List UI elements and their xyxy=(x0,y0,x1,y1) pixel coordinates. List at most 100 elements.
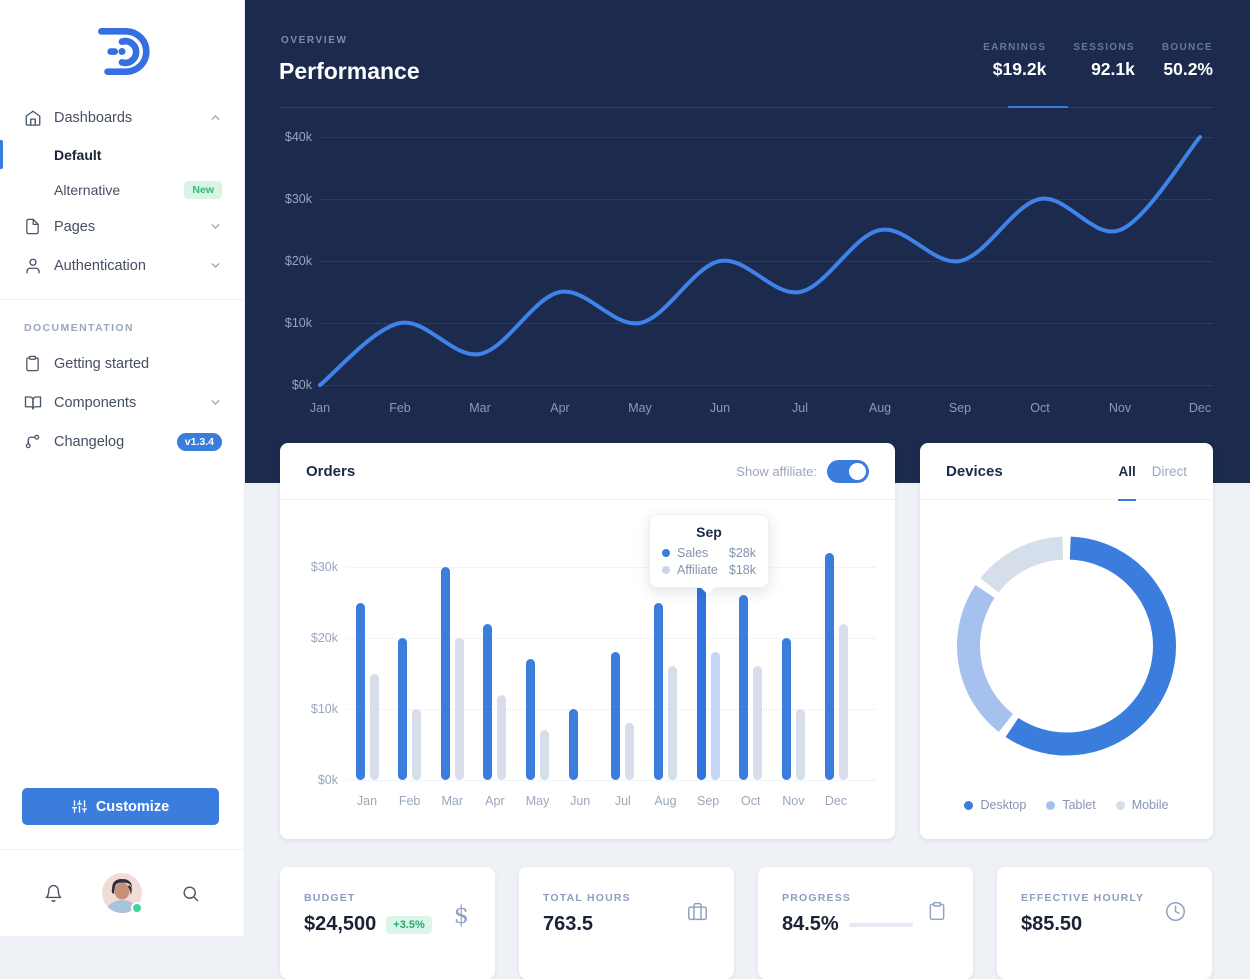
orders-bar-affiliate-nov[interactable] xyxy=(795,709,805,780)
sidebar-item-label: Dashboards xyxy=(54,109,133,126)
orders-bar-affiliate-mar[interactable] xyxy=(454,638,464,780)
page-title: Performance xyxy=(279,58,420,84)
orders-bar-sales-may[interactable] xyxy=(526,659,536,780)
orders-bar-sales-jul[interactable] xyxy=(611,652,621,780)
sliders-icon xyxy=(71,799,87,814)
legend-dot xyxy=(1115,800,1125,810)
orders-bar-sales-sep[interactable] xyxy=(696,581,706,780)
devices-card-title: Devices xyxy=(946,462,1003,480)
kpi-value: $85.50 xyxy=(1021,913,1083,935)
sidebar-footer xyxy=(0,849,244,936)
x-axis-tick-label: May xyxy=(628,401,652,415)
tooltip-series-label: Affiliate xyxy=(677,563,718,577)
kpi-label: EFFECTIVE HOURLY xyxy=(1021,892,1145,904)
bell-icon[interactable] xyxy=(44,884,63,903)
sidebar-item-label: Getting started xyxy=(54,355,150,372)
sidebar-item-label: Components xyxy=(54,394,137,411)
orders-bar-sales-apr[interactable] xyxy=(483,623,493,780)
performance-line-chart[interactable]: $0k $10k $20k $30k $40k Jan Feb Mar Apr May Jun Jul… xyxy=(280,118,1248,428)
gridline xyxy=(320,137,1213,138)
kpi-value: 84.5% xyxy=(782,913,839,935)
effective-hourly-card: EFFECTIVE HOURLY $85.50 xyxy=(997,867,1212,979)
sidebar-item-authentication[interactable]: Authentication xyxy=(0,246,244,285)
sidebar-item-changelog[interactable]: Changelog v1.3.4 xyxy=(0,422,244,461)
chart-tooltip: Sep Sales $28k Affiliate $18k xyxy=(649,514,769,596)
tab-direct[interactable]: Direct xyxy=(1151,463,1187,479)
legend-item-desktop: Desktop xyxy=(964,798,1026,812)
orders-bar-affiliate-may[interactable] xyxy=(540,730,550,780)
stat-value: $19.2k xyxy=(992,59,1047,79)
sidebar-item-label: Pages xyxy=(54,218,96,235)
x-axis-tick-label: May xyxy=(525,794,550,808)
devices-legend: Desktop Tablet Mobile xyxy=(920,798,1213,812)
legend-label: Tablet xyxy=(1062,798,1096,812)
sidebar-item-components[interactable]: Components xyxy=(0,383,244,422)
orders-bar-sales-feb[interactable] xyxy=(398,638,408,780)
sidebar-item-label: Changelog xyxy=(54,433,125,450)
x-axis-tick-label: Jun xyxy=(709,401,731,415)
orders-bar-affiliate-feb[interactable] xyxy=(412,709,422,780)
orders-bar-affiliate-apr[interactable] xyxy=(497,694,507,780)
x-axis-tick-label: Aug xyxy=(654,794,677,808)
legend-dot xyxy=(1046,800,1056,810)
orders-bar-chart[interactable]: Sep Sales $28k Affiliate $18k $0k $10k $20… xyxy=(280,500,895,839)
donut-segment-tablet[interactable] xyxy=(957,585,1014,733)
avatar[interactable] xyxy=(102,873,143,914)
earnings-line-series[interactable] xyxy=(318,135,1202,387)
performance-panel: OVERVIEW Performance EARNINGS $19.2k SES… xyxy=(245,0,1250,483)
tab-all[interactable]: All xyxy=(1118,443,1137,501)
gridline xyxy=(320,261,1213,262)
sidebar-item-getting-started[interactable]: Getting started xyxy=(0,344,244,383)
orders-bar-sales-jan[interactable] xyxy=(355,602,365,780)
orders-bar-sales-aug[interactable] xyxy=(653,602,663,780)
orders-bar-affiliate-sep[interactable] xyxy=(710,652,720,780)
devices-donut-chart[interactable] xyxy=(920,500,1213,780)
orders-bar-affiliate-oct[interactable] xyxy=(753,666,763,780)
customize-button[interactable]: Customize xyxy=(22,788,219,825)
orders-bar-sales-jun[interactable] xyxy=(568,709,578,780)
orders-bar-affiliate-dec[interactable] xyxy=(838,623,848,780)
active-stat-underline xyxy=(1008,106,1068,108)
budget-card: BUDGET $24,500 +3.5% $ xyxy=(280,867,495,979)
sidebar-item-default[interactable]: Default xyxy=(0,137,244,172)
sidebar-item-dashboards[interactable]: Dashboards xyxy=(0,98,244,137)
sidebar-item-alternative[interactable]: Alternative New xyxy=(0,172,244,207)
orders-bar-sales-dec[interactable] xyxy=(824,552,834,780)
orders-bar-sales-oct[interactable] xyxy=(739,595,749,780)
online-status-dot xyxy=(131,902,143,914)
legend-label: Desktop xyxy=(980,798,1027,812)
total-hours-card: TOTAL HOURS 763.5 xyxy=(519,867,734,979)
sidebar-item-label: Authentication xyxy=(54,257,146,274)
orders-bar-affiliate-jul[interactable] xyxy=(625,723,635,780)
orders-card-title: Orders xyxy=(306,462,356,480)
gridline xyxy=(320,385,1213,386)
x-axis-tick-label: Jan xyxy=(356,794,378,808)
orders-bar-sales-mar[interactable] xyxy=(440,567,450,780)
devices-donut-svg xyxy=(957,536,1176,756)
clock-icon xyxy=(1165,901,1186,922)
sidebar-item-pages[interactable]: Pages xyxy=(0,207,244,246)
kpi-value: $24,500 xyxy=(304,913,377,935)
active-indicator xyxy=(0,140,3,169)
donut-segment-mobile[interactable] xyxy=(980,536,1064,593)
stat-earnings[interactable]: EARNINGS $19.2k xyxy=(983,42,1046,80)
chevron-up-icon xyxy=(209,111,222,124)
x-axis-tick-label: Apr xyxy=(485,794,505,808)
stat-label: EARNINGS xyxy=(983,42,1047,53)
orders-bar-affiliate-jan[interactable] xyxy=(369,673,379,780)
stat-label: BOUNCE xyxy=(1161,42,1213,53)
dollar-icon: $ xyxy=(453,901,469,929)
orders-card-header: Orders Show affiliate: xyxy=(280,443,895,500)
show-affiliate-toggle[interactable] xyxy=(827,459,869,483)
app-logo[interactable] xyxy=(0,0,244,98)
search-icon[interactable] xyxy=(181,884,200,903)
hero-stats: EARNINGS $19.2k SESSIONS 92.1k BOUNCE 50… xyxy=(983,42,1213,80)
x-axis-tick-label: Aug xyxy=(868,401,892,415)
stat-bounce[interactable]: BOUNCE 50.2% xyxy=(1162,42,1213,80)
stat-sessions[interactable]: SESSIONS 92.1k xyxy=(1073,42,1135,80)
home-icon xyxy=(24,108,43,127)
donut-segment-desktop[interactable] xyxy=(1005,536,1176,756)
progress-card: PROGRESS 84.5% xyxy=(758,867,973,979)
orders-bar-affiliate-aug[interactable] xyxy=(667,666,677,780)
orders-bar-sales-nov[interactable] xyxy=(781,638,791,780)
